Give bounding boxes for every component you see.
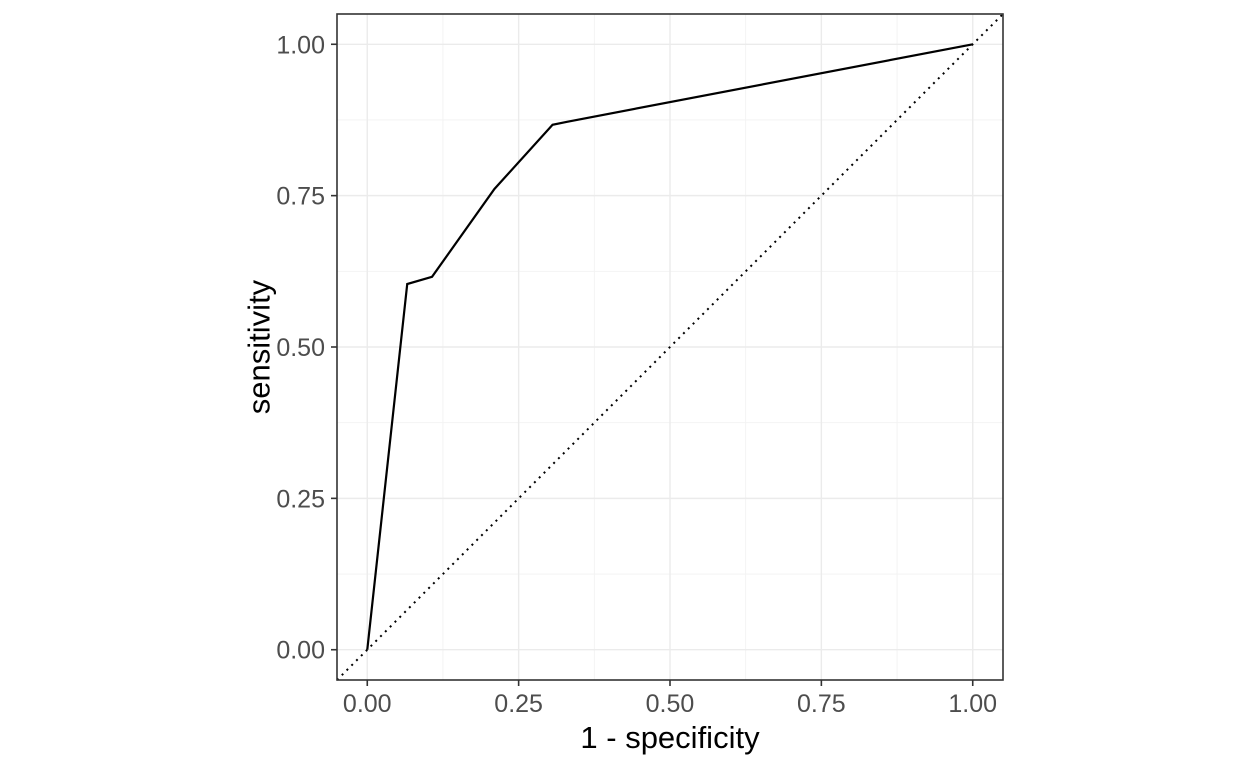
y-tick-label: 0.25 [276, 485, 325, 513]
y-tick-label: 0.75 [276, 183, 325, 211]
x-tick-label: 0.50 [646, 690, 695, 718]
x-axis-title: 1 - specificity [580, 720, 760, 755]
y-tick-label: 1.00 [276, 31, 325, 59]
chance-diagonal-line [336, 13, 1004, 681]
y-tick-label: 0.00 [276, 637, 325, 665]
x-tick-label: 0.00 [343, 690, 392, 718]
x-tick-label: 1.00 [948, 690, 997, 718]
x-tick-label: 0.25 [494, 690, 543, 718]
x-tick-label: 0.75 [797, 690, 846, 718]
y-axis-title: sensitivity [241, 279, 277, 415]
roc-curve-line [366, 43, 973, 650]
y-tick-label: 0.50 [276, 334, 325, 362]
